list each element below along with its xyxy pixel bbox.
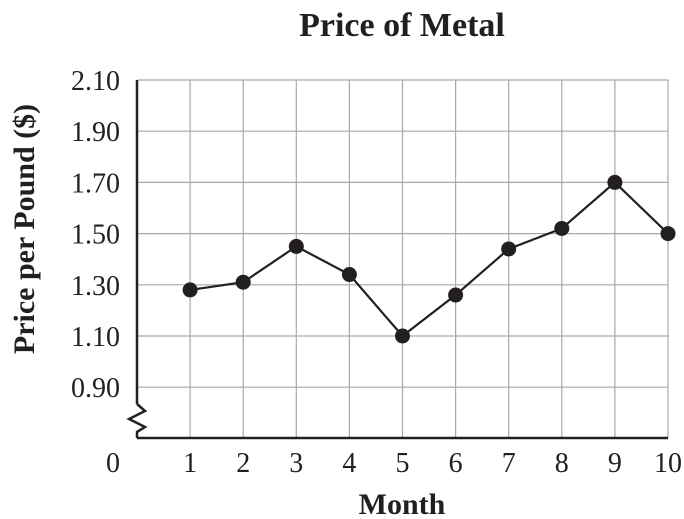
axes <box>126 80 668 440</box>
data-point-month-9 <box>607 174 623 190</box>
x-tick-label: 0 <box>106 448 120 479</box>
x-tick-label: 8 <box>555 448 569 479</box>
x-tick-label: 10 <box>654 448 682 479</box>
y-tick-label: 1.10 <box>71 322 120 353</box>
data-point-month-5 <box>395 328 410 344</box>
x-tick-label: 2 <box>236 448 250 479</box>
y-tick-label: 1.50 <box>71 220 120 251</box>
y-axis-label: Price per Pound ($) <box>8 104 41 354</box>
grid <box>137 79 669 438</box>
x-tick-label: 5 <box>396 448 410 479</box>
y-tick-label: 1.70 <box>71 168 120 199</box>
data-point-month-7 <box>501 241 517 257</box>
y-tick-label: 1.90 <box>71 117 120 148</box>
series-line <box>189 180 669 338</box>
chart-title: Price of Metal <box>299 7 505 44</box>
series <box>182 174 676 344</box>
data-point-month-4 <box>341 267 357 283</box>
x-tick-label: 9 <box>608 448 622 479</box>
data-point-month-3 <box>288 238 304 254</box>
data-point-month-8 <box>554 220 570 236</box>
data-point-month-6 <box>448 287 464 303</box>
x-tick-label: 1 <box>183 448 197 479</box>
x-tick-label: 6 <box>449 448 463 479</box>
y-tick-label: 0.90 <box>71 373 120 404</box>
x-tick-label: 7 <box>502 448 516 479</box>
y-tick-label: 1.30 <box>71 271 120 302</box>
y-tick-labels: 0.90 1.10 1.30 1.50 1.70 1.90 2.10 <box>71 66 120 404</box>
x-tick-label: 3 <box>289 448 303 479</box>
x-tick-label: 4 <box>342 448 356 479</box>
data-point-month-10 <box>660 226 676 242</box>
data-point-month-1 <box>182 282 198 298</box>
x-axis-label: Month <box>359 488 446 519</box>
y-axis-break <box>126 403 148 438</box>
y-tick-label: 2.10 <box>71 66 120 97</box>
x-tick-labels: 0 1 2 3 4 5 6 7 8 9 10 <box>106 448 682 479</box>
data-point-month-2 <box>235 274 251 290</box>
